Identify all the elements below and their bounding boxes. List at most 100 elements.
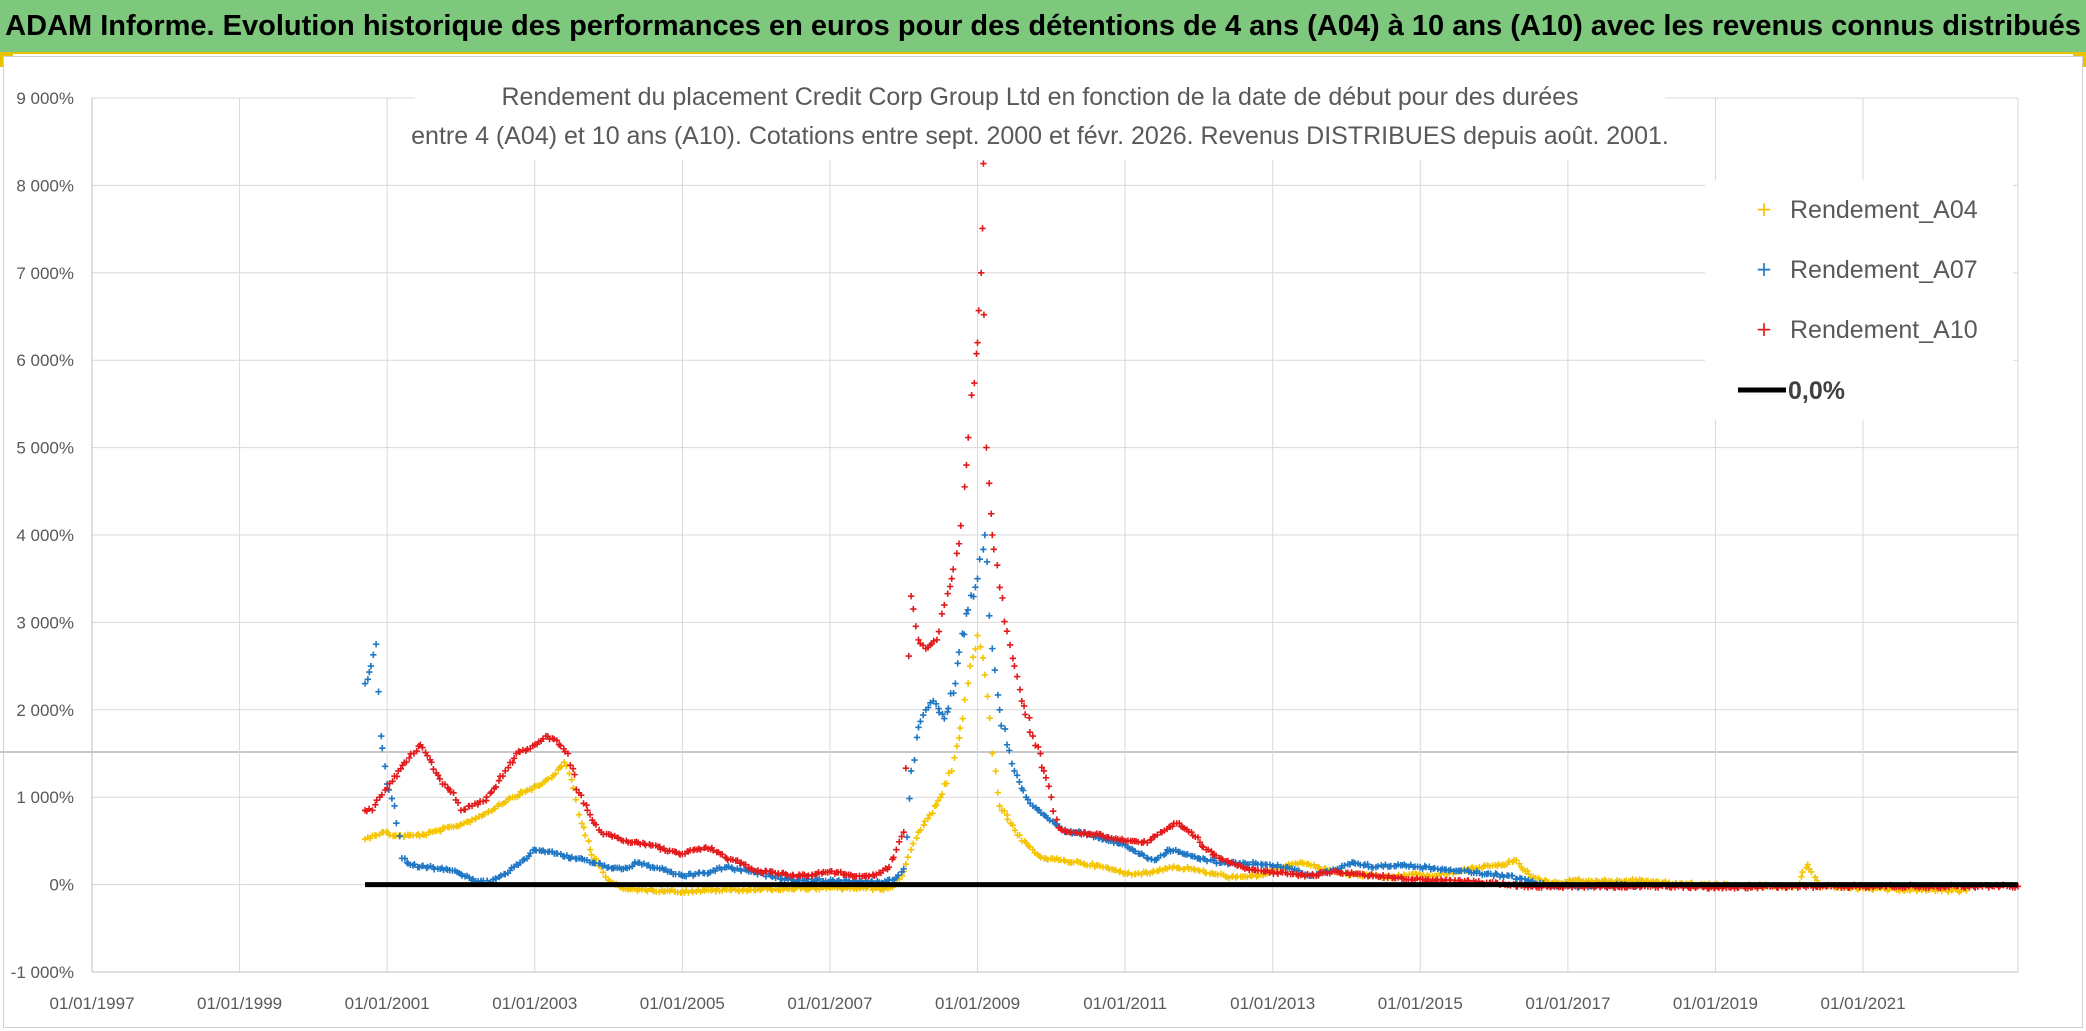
- axes: -1 000% 0% 1 000% 2 000% 3 000% 4 000% 5 000% 6…: [11, 89, 2018, 1013]
- data-point: [1006, 747, 1013, 754]
- data-point: [954, 660, 961, 667]
- data-point: [972, 583, 979, 591]
- x-tick-label: 01/01/2015: [1378, 994, 1463, 1013]
- data-point: [975, 307, 983, 314]
- data-point: [1073, 829, 1081, 836]
- data-point: [578, 820, 585, 827]
- data-point: [1509, 872, 1516, 879]
- data-point: [492, 875, 500, 883]
- data-point: [902, 860, 910, 868]
- banner-title: ADAM Informe. Evolution historique des p…: [5, 9, 2081, 42]
- data-point: [977, 643, 984, 651]
- data-point: [677, 871, 685, 878]
- data-point: [552, 770, 559, 777]
- data-point: [430, 765, 437, 773]
- data-point: [1135, 869, 1142, 877]
- data-point: [1011, 662, 1018, 670]
- data-point: [932, 700, 940, 707]
- data-point: [973, 350, 980, 357]
- data-point: [1020, 702, 1028, 710]
- data-point: [790, 872, 797, 879]
- data-point: [1249, 871, 1257, 878]
- data-point: [965, 434, 972, 441]
- y-tick-label: 1 000%: [16, 788, 74, 807]
- data-point: [1253, 873, 1260, 880]
- x-tick-label: 01/01/2017: [1525, 994, 1610, 1013]
- data-point: [775, 871, 782, 878]
- data-point: [1045, 783, 1053, 790]
- data-point: [885, 863, 893, 871]
- chart-title-background: [415, 76, 1665, 160]
- data-point: [365, 805, 373, 813]
- data-point: [959, 715, 966, 722]
- data-point: [1070, 859, 1077, 866]
- data-point: [1086, 830, 1094, 838]
- data-point: [983, 444, 990, 451]
- data-point: [961, 483, 968, 491]
- data-point: [602, 873, 609, 881]
- data-point: [487, 789, 494, 797]
- data-point: [527, 850, 534, 857]
- data-point: [989, 750, 996, 757]
- data-point: [1385, 872, 1392, 879]
- data-point: [996, 706, 1003, 713]
- data-point: [963, 461, 970, 469]
- data-point: [697, 846, 704, 853]
- data-point: [929, 810, 936, 817]
- data-point: [1029, 732, 1037, 740]
- data-point: [974, 632, 981, 639]
- data-point: [396, 832, 403, 840]
- data-point: [571, 771, 578, 778]
- y-tick-label: 5 000%: [16, 439, 74, 458]
- data-point: [583, 801, 590, 809]
- data-point: [572, 796, 580, 803]
- data-point: [943, 780, 950, 787]
- data-point: [1089, 860, 1096, 867]
- data-point: [984, 693, 991, 700]
- data-point: [1421, 862, 1428, 870]
- data-point: [1360, 862, 1367, 869]
- data-point: [528, 786, 536, 793]
- data-point: [566, 770, 573, 777]
- data-point: [953, 550, 961, 557]
- data-point: [367, 662, 375, 670]
- data-point: [964, 606, 972, 614]
- data-point: [419, 862, 427, 869]
- data-point: [1080, 860, 1088, 867]
- data-point: [580, 824, 588, 831]
- data-point: [972, 645, 979, 653]
- data-point: [919, 642, 927, 649]
- data-point: [955, 540, 963, 547]
- data-point: [1143, 854, 1151, 861]
- data-point: [1142, 868, 1150, 876]
- data-point: [509, 759, 516, 766]
- data-point: [383, 785, 391, 792]
- data-point: [544, 775, 552, 783]
- data-point: [1203, 857, 1211, 865]
- data-point: [1001, 725, 1009, 733]
- legend: + Rendement_A04 + Rendement_A07 + Rendem…: [1705, 180, 2013, 420]
- data-point: [372, 801, 379, 809]
- corner-mark-right: [2073, 54, 2086, 67]
- chart-frame: [3, 56, 2083, 1028]
- x-tick-label: 01/01/2021: [1820, 994, 1905, 1013]
- data-point: [1804, 861, 1811, 868]
- data-point: [456, 822, 464, 829]
- data-point: [561, 759, 568, 766]
- data-point: [911, 756, 918, 764]
- legend-label-a10: Rendement_A10: [1790, 316, 1978, 344]
- data-point: [1026, 729, 1034, 736]
- data-point: [389, 778, 396, 785]
- data-point: [950, 689, 957, 697]
- data-point: [406, 754, 413, 762]
- data-point: [413, 747, 420, 755]
- data-point: [472, 814, 480, 822]
- data-point: [419, 744, 426, 751]
- data-point: [1046, 816, 1053, 824]
- data-point: [428, 759, 435, 766]
- data-point: [944, 590, 951, 597]
- data-point: [955, 649, 963, 656]
- data-point: [1112, 866, 1119, 874]
- data-point: [769, 887, 776, 894]
